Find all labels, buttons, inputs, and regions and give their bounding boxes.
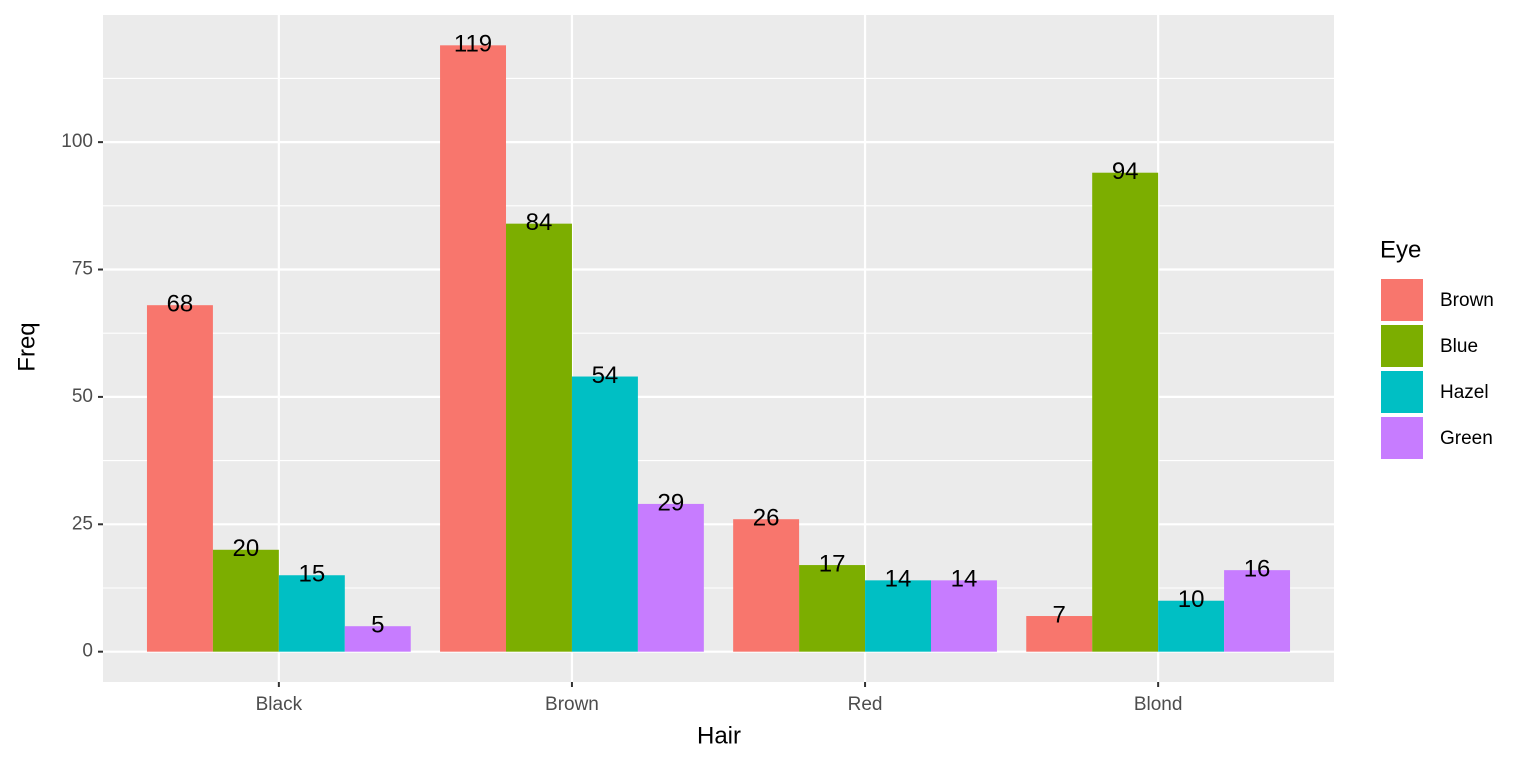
legend-key	[1381, 417, 1423, 459]
data-label: 94	[1112, 158, 1139, 185]
x-tick-label: Black	[256, 694, 303, 715]
bar	[278, 575, 345, 652]
bar	[1092, 172, 1159, 652]
bar	[440, 45, 507, 652]
bar	[344, 626, 411, 652]
y-tick-label: 0	[82, 641, 93, 662]
x-tick-label: Brown	[545, 694, 599, 715]
marks: 68 119 26 7 20 84 17 94 15 54 14 10 5 29 14 16	[146, 31, 1291, 652]
bar	[571, 376, 638, 652]
data-label: 20	[233, 535, 260, 562]
legend-title: Eye	[1380, 236, 1421, 263]
bar	[865, 580, 931, 652]
data-label: 54	[592, 362, 619, 389]
bar	[637, 503, 704, 652]
data-label: 17	[819, 550, 846, 577]
bar	[930, 580, 997, 652]
bar	[1224, 570, 1291, 652]
data-label: 16	[1244, 555, 1271, 582]
data-label: 14	[951, 566, 978, 593]
data-label: 5	[371, 612, 384, 639]
data-label: 7	[1053, 601, 1066, 628]
legend-label: Green	[1440, 428, 1493, 449]
y-tick-label: 25	[72, 513, 93, 534]
data-label: 15	[298, 561, 325, 588]
bar	[1026, 616, 1093, 652]
x-axis-title: Hair	[697, 722, 741, 749]
bar	[733, 519, 800, 652]
y-axis-title: Freq	[13, 322, 40, 371]
x-tick-label: Red	[848, 694, 883, 715]
data-label: 10	[1178, 586, 1205, 613]
data-label: 29	[658, 489, 685, 516]
y-tick-label: 50	[72, 386, 93, 407]
y-tick-label: 100	[61, 131, 93, 152]
x-tick-label: Blond	[1134, 694, 1183, 715]
legend-label: Brown	[1440, 290, 1494, 311]
legend-label: Blue	[1440, 336, 1478, 357]
data-label: 26	[753, 505, 780, 532]
y-tick-label: 75	[72, 259, 93, 280]
data-label: 119	[454, 31, 492, 58]
bar	[212, 549, 279, 652]
data-label: 84	[526, 209, 553, 236]
legend-key	[1381, 371, 1423, 413]
bar	[146, 305, 213, 652]
data-label: 14	[885, 566, 912, 593]
legend-key	[1381, 325, 1423, 367]
legend-label: Hazel	[1440, 382, 1489, 403]
bar	[506, 223, 572, 652]
legend-key	[1381, 279, 1423, 321]
data-label: 68	[167, 291, 194, 318]
bar	[799, 565, 866, 652]
bar	[1158, 600, 1225, 652]
